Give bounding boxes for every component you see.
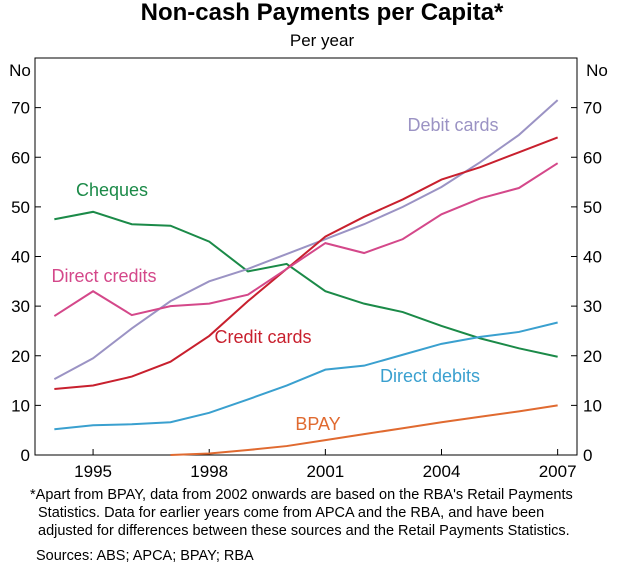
- x-tick-label: 2004: [423, 462, 461, 481]
- y-tick-label: 60: [11, 148, 30, 167]
- y-tick-label: 70: [11, 99, 30, 118]
- y-axis-label: No: [9, 61, 31, 80]
- x-tick-label: 2007: [539, 462, 577, 481]
- y-tick-label-right: 20: [583, 347, 602, 366]
- series-line: [53, 162, 559, 317]
- x-tick-label: 1995: [74, 462, 112, 481]
- series-label: Direct credits: [51, 266, 156, 286]
- footnote: adjusted for differences between these s…: [38, 523, 570, 539]
- chart-title: Non-cash Payments per Capita*: [141, 0, 504, 26]
- series-line: [54, 136, 559, 390]
- y-tick-label: 30: [11, 297, 30, 316]
- y-tick-label-right: 70: [583, 99, 602, 118]
- series-line: [170, 404, 558, 456]
- y-axis-label-right: No: [586, 61, 608, 80]
- y-tick-label-right: 40: [583, 248, 602, 267]
- y-tick-label: 40: [11, 248, 30, 267]
- chart-subtitle: Per year: [290, 31, 355, 50]
- footnote: *Apart from BPAY, data from 2002 onwards…: [30, 487, 573, 503]
- y-tick-label-right: 30: [583, 297, 602, 316]
- series-label: Debit cards: [407, 115, 498, 135]
- series-line: [54, 321, 558, 431]
- y-tick-label: 20: [11, 347, 30, 366]
- series-line: [53, 99, 559, 380]
- series-line: [54, 210, 558, 358]
- series-label: Credit cards: [214, 327, 311, 347]
- footnote: Statistics. Data for earlier years come …: [38, 505, 544, 521]
- series-label: Cheques: [76, 180, 148, 200]
- y-tick-label-right: 60: [583, 148, 602, 167]
- x-tick-label: 1998: [190, 462, 228, 481]
- y-tick-label: 10: [11, 396, 30, 415]
- y-tick-label: 50: [11, 198, 30, 217]
- y-tick-label-right: 50: [583, 198, 602, 217]
- x-tick-label: 2001: [306, 462, 344, 481]
- sources: Sources: ABS; APCA; BPAY; RBA: [36, 548, 254, 564]
- series-label: Direct debits: [380, 366, 480, 386]
- y-tick-label: 0: [21, 446, 30, 465]
- y-tick-label-right: 0: [583, 446, 592, 465]
- y-tick-label-right: 10: [583, 396, 602, 415]
- series-label: BPAY: [295, 414, 340, 434]
